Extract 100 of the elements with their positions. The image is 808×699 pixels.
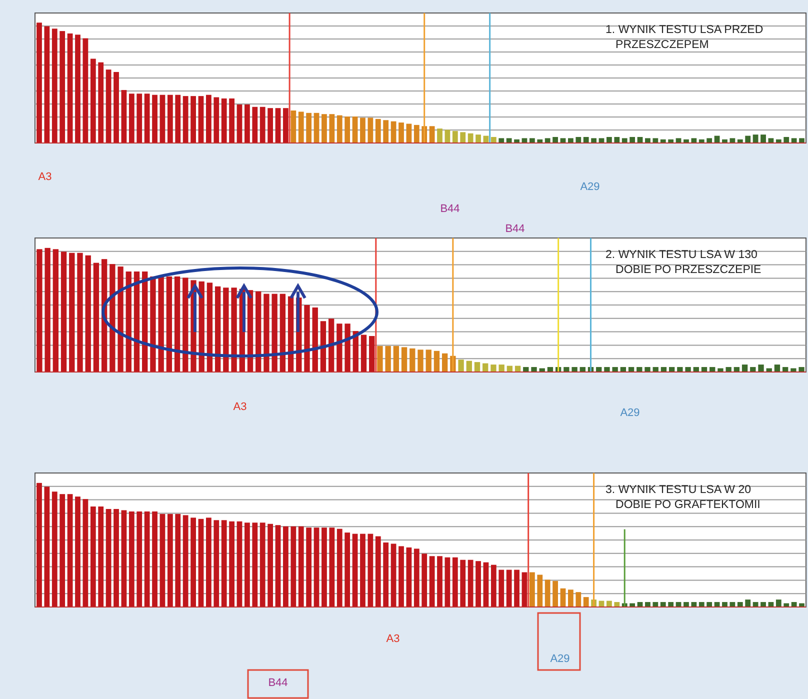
bar — [652, 602, 658, 607]
bar — [268, 524, 273, 607]
bar — [529, 572, 535, 607]
bar — [498, 364, 504, 372]
bar — [214, 97, 220, 143]
bar — [244, 104, 250, 143]
bar — [150, 276, 156, 372]
bar — [791, 602, 797, 607]
bar — [390, 544, 396, 607]
bar — [691, 602, 697, 607]
bar — [312, 307, 318, 372]
bar — [418, 350, 424, 372]
bar — [221, 520, 227, 607]
bar — [90, 506, 96, 607]
bar — [552, 136, 558, 143]
bar — [784, 136, 790, 143]
bar — [77, 252, 83, 372]
bar — [604, 367, 610, 372]
bar — [158, 276, 164, 372]
bar — [429, 556, 435, 607]
bar — [290, 526, 296, 607]
bar — [82, 499, 88, 607]
bar — [174, 276, 180, 372]
bar — [69, 252, 75, 372]
bar — [264, 294, 270, 372]
bar — [118, 266, 124, 372]
bar — [256, 291, 262, 372]
bar — [706, 602, 712, 607]
bar — [369, 336, 375, 372]
bar — [452, 130, 458, 143]
bar — [304, 305, 310, 372]
bar — [506, 138, 512, 143]
bar — [136, 94, 142, 143]
bar — [272, 294, 278, 372]
bar — [552, 580, 558, 607]
bar — [344, 116, 350, 143]
text: 2. WYNIK TESTU LSA W 130 DOBIE PO PRZESZCZEPIE — [606, 249, 762, 276]
bar — [612, 367, 618, 372]
bar — [506, 570, 512, 607]
bar — [410, 348, 416, 372]
bar — [260, 106, 266, 143]
bar — [221, 98, 227, 143]
bar — [426, 350, 432, 372]
bar — [322, 114, 327, 143]
bar — [229, 521, 234, 607]
bar — [214, 520, 220, 607]
bar — [483, 562, 489, 607]
bar — [166, 276, 172, 372]
text: B44 — [440, 203, 460, 215]
bar — [645, 602, 650, 607]
bar — [698, 602, 704, 607]
bar — [758, 364, 764, 372]
bar — [614, 136, 620, 143]
bar — [114, 508, 119, 607]
bar — [576, 592, 582, 607]
bar — [774, 364, 780, 372]
bar — [691, 138, 697, 143]
bar — [583, 136, 589, 143]
bar — [398, 546, 404, 607]
bar — [152, 94, 158, 143]
bar — [468, 560, 474, 607]
bar — [726, 367, 732, 372]
bar — [175, 94, 181, 143]
bar — [398, 122, 404, 143]
bar — [198, 281, 204, 372]
bar — [142, 272, 148, 372]
bar — [182, 96, 188, 143]
text: 1. WYNIK TESTU LSA PRZED PRZESZCZEPEM — [606, 24, 764, 51]
bar — [375, 118, 381, 143]
bar — [652, 138, 658, 143]
bar — [368, 534, 374, 607]
bar — [322, 528, 327, 607]
bar — [44, 486, 50, 607]
bar — [375, 536, 381, 607]
bar — [136, 511, 142, 607]
bar — [368, 118, 374, 143]
bar — [476, 561, 481, 607]
bar — [360, 334, 367, 372]
bar — [776, 600, 782, 607]
bar — [344, 532, 350, 607]
bar — [283, 526, 288, 607]
bar — [393, 346, 400, 372]
bar — [344, 324, 350, 372]
bar — [383, 542, 389, 607]
bar — [568, 138, 574, 143]
bar — [329, 114, 335, 143]
bar — [85, 255, 91, 372]
bar — [745, 136, 751, 143]
bar — [544, 138, 550, 143]
text: A3 — [233, 401, 247, 413]
bar — [190, 518, 196, 607]
bar — [260, 522, 266, 607]
bar — [144, 94, 150, 143]
bar — [114, 72, 119, 143]
bar — [458, 360, 464, 372]
bar — [442, 353, 448, 372]
bar — [437, 128, 442, 143]
bar — [206, 518, 212, 607]
bar — [336, 115, 342, 143]
bar — [437, 556, 442, 607]
